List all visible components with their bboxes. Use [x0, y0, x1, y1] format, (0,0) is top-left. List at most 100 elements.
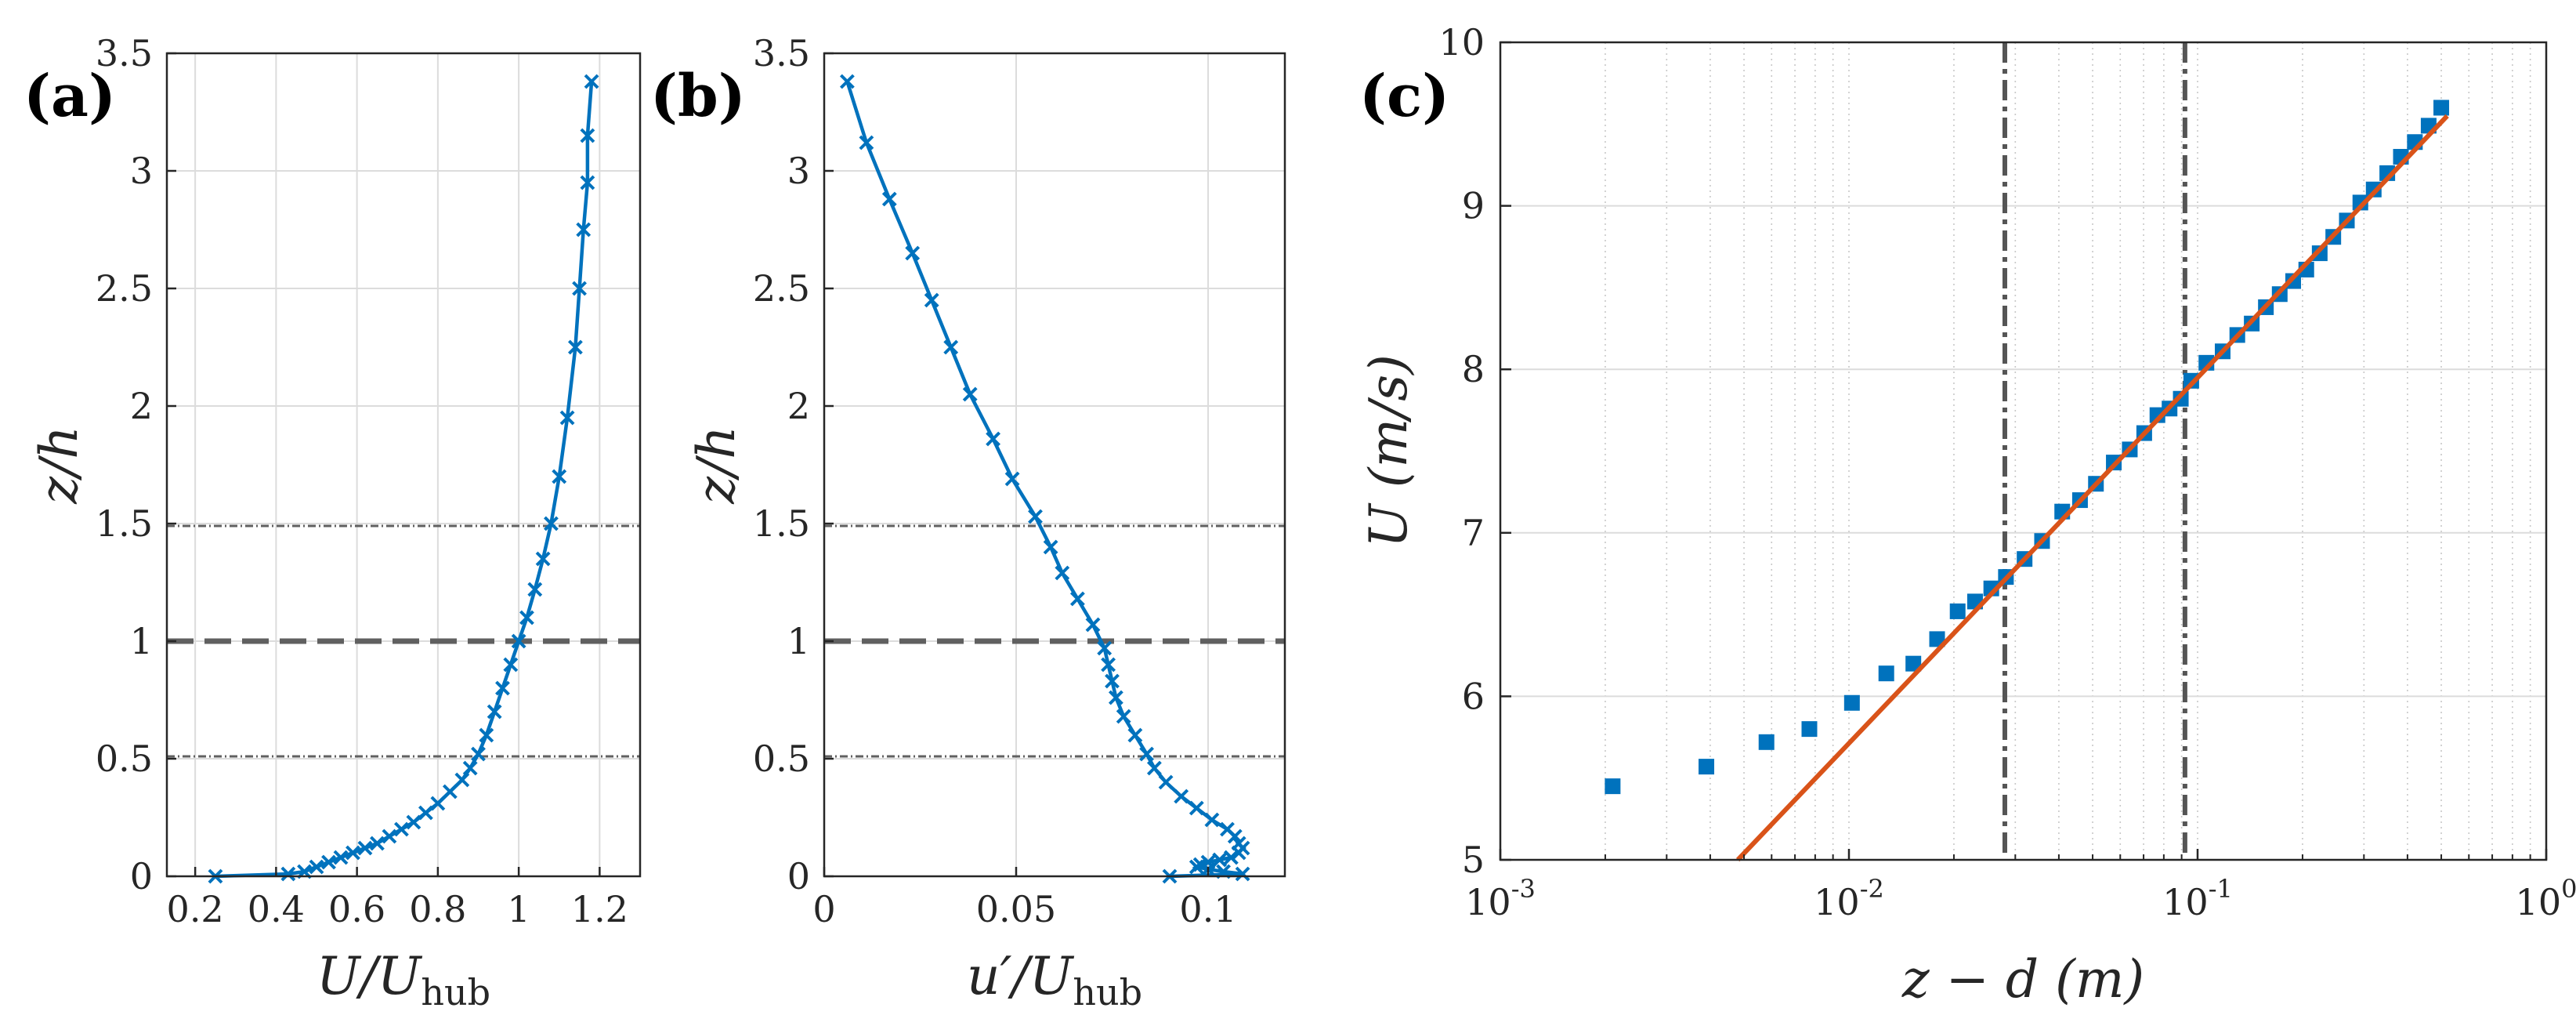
data-marker	[580, 175, 595, 190]
x-axis-label: u′/Uhub	[967, 946, 1142, 1013]
data-marker	[1699, 759, 1715, 775]
data-marker	[1878, 665, 1894, 682]
data-marker	[333, 850, 349, 865]
data-marker	[924, 292, 939, 308]
data-marker	[535, 551, 551, 567]
data-marker	[1043, 539, 1058, 555]
data-marker	[309, 859, 324, 875]
y-axis-label: z/h	[686, 426, 747, 505]
data-marker	[394, 821, 409, 837]
panel-a: 0.2 0.4 0.6 0.8 1 1.2 0 0.5 1 1.5 2 2.5 3 3.5 U/Uhub z/…	[24, 32, 642, 1013]
data-marker	[462, 760, 478, 776]
y-tick-label: 1.5	[753, 502, 810, 545]
data-marker	[357, 840, 373, 856]
x-tick-label: 100	[2516, 874, 2576, 923]
data-marker	[487, 704, 502, 720]
data-marker	[503, 657, 519, 673]
data-marker	[1158, 774, 1174, 790]
data-marker	[1212, 852, 1228, 868]
data-marker	[962, 386, 978, 402]
data-marker	[1605, 778, 1621, 795]
data-marker	[479, 727, 494, 743]
panel-c: 10-3 10-2 10-1 100 5 6 7 8 9 10 z − d (m) U (m/s) (c…	[1359, 21, 2576, 1010]
y-tick-label: 2.5	[753, 267, 810, 310]
data-marker	[454, 772, 470, 788]
y-tick-label: 9	[1462, 185, 1485, 227]
y-axis-label: U (m/s)	[1359, 354, 1419, 548]
data-marker	[1097, 640, 1113, 656]
data-marker	[1227, 828, 1243, 844]
y-tick-label: 1	[787, 620, 810, 662]
data-marker	[1146, 760, 1162, 776]
data-marker	[905, 245, 921, 261]
y-tick-label: 1.5	[96, 502, 153, 545]
data-marker	[1101, 657, 1116, 673]
x-tick-label: 10-3	[1465, 874, 1536, 923]
data-marker	[280, 866, 296, 882]
data-marker	[1905, 655, 1922, 672]
data-marker	[1801, 721, 1818, 738]
data-marker	[1004, 471, 1020, 487]
data-marker	[382, 828, 397, 844]
data-marker	[567, 339, 583, 355]
x-tick-label: 1.2	[571, 888, 628, 930]
data-marker	[1028, 509, 1043, 524]
data-marker	[839, 74, 855, 89]
data-marker	[1223, 850, 1239, 865]
y-tick-label: 2	[130, 385, 153, 427]
data-marker	[1758, 734, 1775, 750]
axes-frame	[823, 52, 1286, 878]
data-marker	[1105, 673, 1120, 689]
data-marker	[1204, 812, 1220, 828]
data-marker	[2352, 194, 2368, 211]
series-line	[845, 81, 1246, 879]
y-tick-label: 10	[1438, 21, 1485, 63]
x-tick-label: 0	[812, 888, 835, 930]
data-marker	[1189, 859, 1204, 875]
fit-line	[1735, 114, 2449, 862]
panel-b: 0 0.05 0.1 0 0.5 1 1.5 2 2.5 3 3.5 u′/Uhub z/h (b)	[650, 32, 1286, 1013]
x-tick-label: 0.6	[328, 888, 385, 930]
x-axis-label: U/Uhub	[317, 946, 490, 1013]
data-marker	[1949, 603, 1966, 619]
panel-letter: (b)	[650, 63, 746, 130]
data-marker	[442, 784, 458, 799]
data-marker	[1116, 709, 1131, 724]
y-tick-label: 3.5	[96, 32, 153, 74]
data-marker	[1235, 866, 1250, 882]
y-tick-label: 0.5	[753, 738, 810, 780]
data-marker	[559, 410, 575, 426]
panel-letter: (a)	[24, 63, 116, 130]
y-tick-label: 6	[1462, 675, 1485, 717]
x-tick-label: 0.1	[1179, 888, 1236, 930]
x-axis-label: z − d (m)	[1901, 949, 2144, 1010]
data-marker	[1139, 746, 1155, 762]
data-marker	[544, 516, 559, 531]
data-marker	[881, 191, 897, 207]
y-tick-label: 1	[130, 620, 153, 662]
data-marker	[1069, 591, 1085, 607]
y-tick-label: 8	[1462, 348, 1485, 390]
x-tick-label: 0.8	[409, 888, 466, 930]
data-marker	[1174, 789, 1189, 804]
y-tick-label: 5	[1462, 839, 1485, 881]
data-marker	[1108, 690, 1123, 705]
data-marker	[1231, 845, 1246, 861]
data-marker	[580, 128, 595, 143]
data-marker	[1843, 694, 1860, 711]
x-tick-label: 1	[507, 888, 530, 930]
x-tick-label: 0.05	[976, 888, 1056, 930]
data-marker	[859, 135, 874, 150]
y-tick-label: 2	[787, 385, 810, 427]
data-marker	[430, 796, 446, 811]
data-marker	[943, 339, 959, 355]
data-marker	[1127, 727, 1143, 743]
data-marker	[584, 74, 599, 89]
data-marker	[511, 633, 526, 649]
data-marker	[2433, 100, 2450, 116]
panel-letter: (c)	[1359, 63, 1449, 130]
x-tick-label: 0.4	[248, 888, 305, 930]
y-tick-label: 0	[787, 855, 810, 897]
data-marker	[519, 610, 534, 625]
